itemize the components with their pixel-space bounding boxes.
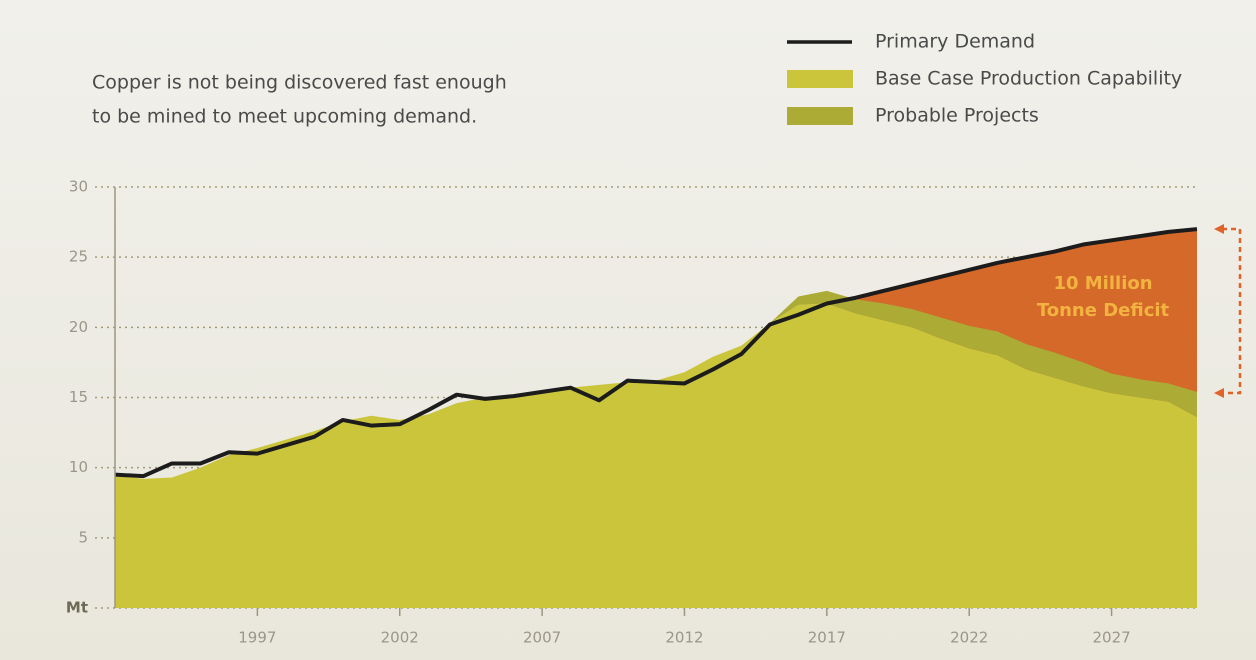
y-tick-label: 15 (69, 388, 88, 406)
annotation: 10 Million (1053, 273, 1152, 294)
legend-label: Primary Demand (875, 31, 1035, 53)
area (115, 303, 1197, 608)
legend: Primary Demand Base Case Production Capab… (787, 31, 1182, 127)
chart-text: to be mined to meet upcoming demand. (92, 106, 477, 128)
plot: Mt 5 10 15 20 25 30 1997 2002 2007 2012 2017 2022 202… (66, 178, 1198, 647)
y-tick-label: 10 (69, 458, 88, 476)
legend-swatch (787, 70, 853, 88)
x-tick-label: 2027 (1092, 629, 1130, 647)
legend-label: Probable Projects (875, 105, 1039, 127)
x-tick-label: 2007 (523, 629, 561, 647)
y-tick-label: Mt (66, 599, 88, 617)
x-tick-label: 2002 (381, 629, 419, 647)
line (114, 227, 1198, 479)
annotation: Tonne Deficit (1037, 300, 1170, 321)
y-tick-label: 5 (78, 528, 88, 546)
x-tick-label: 2012 (665, 629, 703, 647)
y-tick-label: 25 (69, 248, 88, 266)
x-tick-label: 2017 (808, 629, 846, 647)
y-tick-label: 20 (69, 318, 88, 336)
chart-text: Copper is not being discovered fast enou… (92, 72, 507, 94)
x-tick-label: 2022 (950, 629, 988, 647)
y-tick-label: 30 (69, 178, 88, 196)
deficit-bracket (1214, 224, 1242, 398)
legend-label: Base Case Production Capability (875, 68, 1182, 90)
x-tick-label: 1997 (238, 629, 276, 647)
legend-swatch (787, 107, 853, 125)
